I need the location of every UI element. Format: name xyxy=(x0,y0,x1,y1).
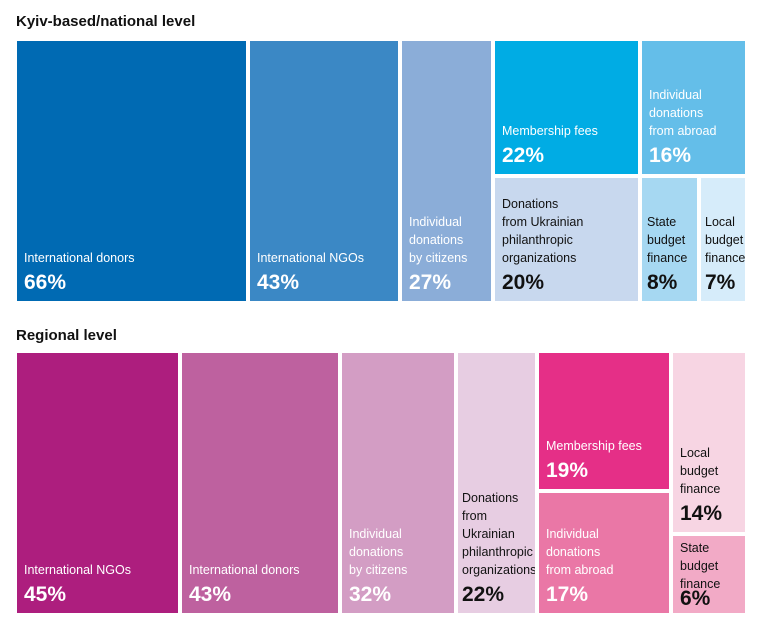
cell-value: 14% xyxy=(680,502,723,525)
cell-regional-individual-donations-abroad: Individual donations from abroad 17% xyxy=(539,493,669,613)
cell-value: 32% xyxy=(349,583,392,606)
cell-value: 22% xyxy=(462,583,505,606)
cell-regional-local-budget: Local budget finance 14% xyxy=(673,353,745,532)
cell-label: Donations from Ukrainian philanthropic o… xyxy=(502,197,584,265)
cell-national-individual-donations-abroad: Individual donations from abroad 16% xyxy=(642,41,745,174)
cell-value: 6% xyxy=(680,587,711,610)
cell-national-individual-donations-citizens: Individual donations by citizens 27% xyxy=(402,41,491,301)
cell-value: 16% xyxy=(649,144,692,167)
cell-value: 17% xyxy=(546,583,589,606)
cell-national-local-budget: Local budget finance 7% xyxy=(701,178,745,301)
cell-value: 8% xyxy=(647,271,678,294)
cell-label: Individual donations by citizens xyxy=(409,215,468,265)
cell-value: 43% xyxy=(257,271,300,294)
cell-label: International NGOs xyxy=(257,251,364,265)
cell-value: 27% xyxy=(409,271,452,294)
cell-label: Local budget finance xyxy=(680,446,721,496)
section-title-regional: Regional level xyxy=(16,327,117,344)
cell-label: State budget finance xyxy=(647,215,688,265)
cell-label: Membership fees xyxy=(546,439,642,453)
cell-national-donations-ukrainian-philanthropic: Donations from Ukrainian philanthropic o… xyxy=(495,178,638,301)
cell-label: Membership fees xyxy=(502,124,598,138)
cell-label: Donations from Ukrainian philanthropic o… xyxy=(462,491,535,577)
cell-national-membership-fees: Membership fees 22% xyxy=(495,41,638,174)
cell-value: 22% xyxy=(502,144,545,167)
cell-national-international-ngos: International NGOs 43% xyxy=(250,41,398,301)
cell-label: International donors xyxy=(24,251,135,265)
cell-regional-international-donors: International donors 43% xyxy=(182,353,338,613)
cell-label: International NGOs xyxy=(24,563,131,577)
cell-label: International donors xyxy=(189,563,300,577)
cell-regional-state-budget: State budget finance 6% xyxy=(673,536,745,613)
cell-value: 43% xyxy=(189,583,232,606)
cell-label: State budget finance xyxy=(680,541,721,591)
cell-regional-international-ngos: International NGOs 45% xyxy=(17,353,178,613)
cell-label: Individual donations by citizens xyxy=(349,527,408,577)
cell-label: Individual donations from abroad xyxy=(649,88,717,138)
section-title-national: Kyiv-based/national level xyxy=(16,13,196,30)
cell-value: 20% xyxy=(502,271,545,294)
cell-label: Local budget finance xyxy=(705,215,745,265)
cell-value: 45% xyxy=(24,583,67,606)
cell-value: 66% xyxy=(24,271,67,294)
cell-label: Individual donations from abroad xyxy=(546,527,614,577)
cell-regional-individual-donations-citizens: Individual donations by citizens 32% xyxy=(342,353,454,613)
cell-value: 7% xyxy=(705,271,736,294)
cell-regional-membership-fees: Membership fees 19% xyxy=(539,353,669,489)
cell-national-state-budget: State budget finance 8% xyxy=(642,178,697,301)
cell-regional-donations-ukrainian-philanthropic: Donations from Ukrainian philanthropic o… xyxy=(458,353,535,613)
cell-value: 19% xyxy=(546,459,589,482)
cell-national-international-donors: International donors 66% xyxy=(17,41,246,301)
